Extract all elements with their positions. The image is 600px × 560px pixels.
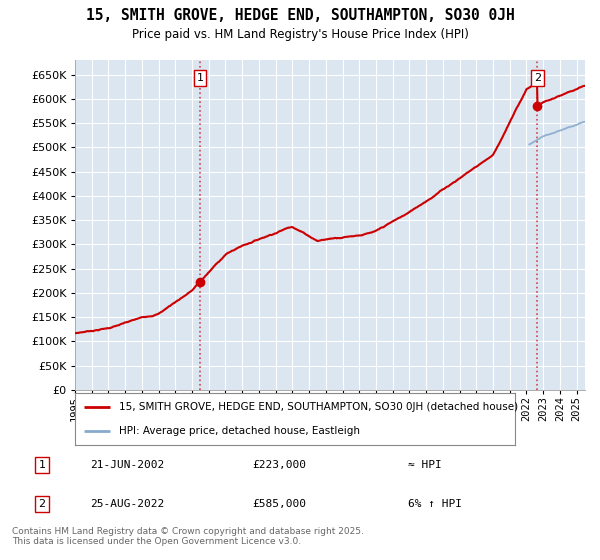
Text: Contains HM Land Registry data © Crown copyright and database right 2025.
This d: Contains HM Land Registry data © Crown c… (12, 526, 364, 546)
Text: 2: 2 (534, 73, 541, 83)
Text: HPI: Average price, detached house, Eastleigh: HPI: Average price, detached house, East… (119, 426, 360, 436)
Text: £585,000: £585,000 (252, 499, 306, 509)
Text: 6% ↑ HPI: 6% ↑ HPI (408, 499, 462, 509)
Text: ≈ HPI: ≈ HPI (408, 460, 442, 470)
Text: 1: 1 (38, 460, 46, 470)
Text: Price paid vs. HM Land Registry's House Price Index (HPI): Price paid vs. HM Land Registry's House … (131, 28, 469, 41)
Text: 21-JUN-2002: 21-JUN-2002 (90, 460, 164, 470)
Text: 15, SMITH GROVE, HEDGE END, SOUTHAMPTON, SO30 0JH (detached house): 15, SMITH GROVE, HEDGE END, SOUTHAMPTON,… (119, 402, 518, 412)
Text: 25-AUG-2022: 25-AUG-2022 (90, 499, 164, 509)
Text: 1: 1 (196, 73, 203, 83)
Text: 15, SMITH GROVE, HEDGE END, SOUTHAMPTON, SO30 0JH: 15, SMITH GROVE, HEDGE END, SOUTHAMPTON,… (86, 8, 514, 23)
Text: £223,000: £223,000 (252, 460, 306, 470)
Text: 2: 2 (38, 499, 46, 509)
